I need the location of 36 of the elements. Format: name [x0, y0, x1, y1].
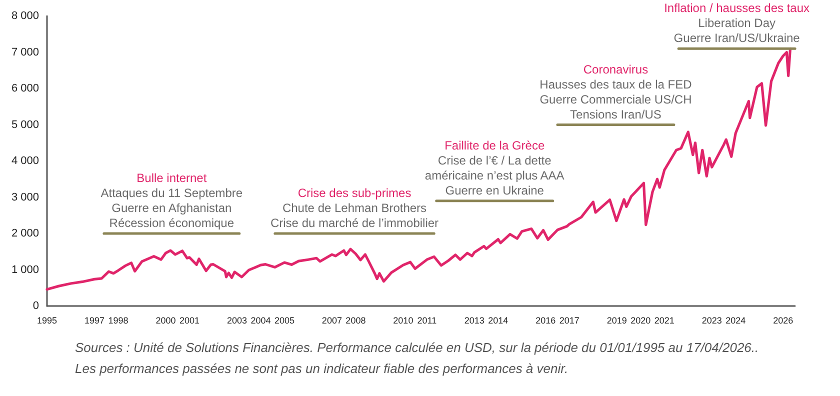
x-tick-label: 2024 [726, 316, 746, 326]
x-tick-label: 1995 [36, 316, 58, 326]
line-series [46, 47, 792, 291]
y-tick-label: 4 000 [11, 155, 39, 167]
x-tick-label: 2010 [393, 316, 414, 326]
y-tick-label: 7 000 [11, 46, 39, 58]
y-tick-label: 8 000 [11, 10, 39, 22]
annotation: Inflation / hausses des taux Liberation Day Guerre Iran/US/Ukraine [664, 1, 810, 46]
x-tick-label: 2019 [606, 316, 627, 326]
source-note: Sources : Unité de Solutions Financières. Performance calculée en USD, sur la période du 01/01/1995 au 17/04/2026.. Les performances passées ne sont pas un indicateur fiable des performances à venir. [75, 340, 762, 376]
x-tick-label: 2014 [488, 316, 508, 326]
x-tick-label: 2017 [559, 316, 580, 326]
x-tick-label: 2003 [226, 316, 247, 326]
x-tick-label: 2011 [417, 316, 437, 326]
x-tick-label: 2016 [536, 316, 556, 326]
x-tick-label: 1998 [108, 316, 128, 326]
x-tick-label: 2013 [464, 316, 484, 326]
x-tick-label: 2026 [773, 316, 794, 326]
x-tick-label: 2007 [322, 316, 342, 326]
x-tick-label: 1997 [84, 316, 105, 326]
x-tick-label: 2021 [654, 316, 674, 326]
y-tick-label: 5 000 [11, 118, 39, 131]
y-tick-label: 1 000 [11, 264, 39, 276]
y-tick-label: 2 000 [11, 228, 39, 240]
x-tick-label: 2000 [156, 316, 176, 326]
y-tick-label: 3 000 [11, 191, 39, 204]
annotation: Coronavirus Hausses des taux de la FED Guerre Commerciale US/CH Tensions Iran/US [540, 62, 692, 122]
x-tick-label: 2023 [702, 316, 722, 326]
annotation: Bulle internet Attaques du 11 Septembre Guerre en Afghanistan Récession économique [100, 171, 243, 230]
x-tick-label: 2020 [630, 316, 651, 326]
x-tick-label: 2001 [179, 316, 200, 326]
y-tick-label: 6 000 [11, 82, 39, 94]
x-tick-label: 2008 [346, 316, 366, 326]
x-tick-label: 2005 [274, 316, 294, 326]
x-tick-label: 2004 [250, 316, 271, 326]
y-tick-label: 0 [32, 300, 39, 312]
